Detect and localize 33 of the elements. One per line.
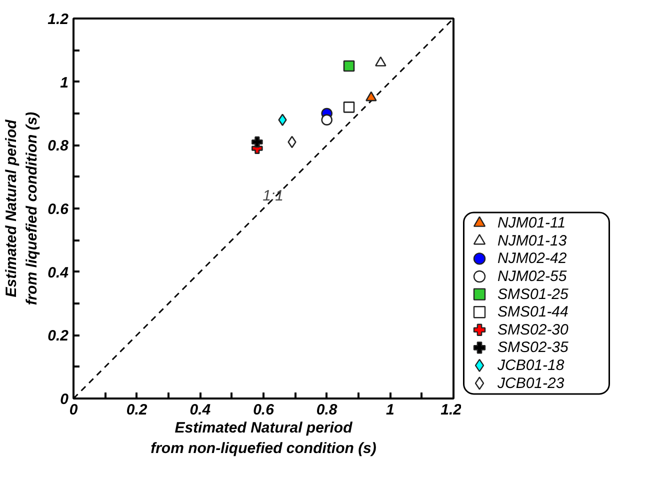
y-tick-label: 1.2 [48, 11, 70, 28]
x-tick-label: 1 [386, 402, 394, 418]
legend-label: SMS01-44 [498, 304, 568, 321]
x-tick-label: 0.8 [316, 402, 338, 418]
x-tick-label: 1.2 [440, 402, 462, 418]
x-axis-title: Estimated Natural period from non-liquefied condition (s) [150, 420, 376, 457]
y-tick-label: 0 [60, 391, 70, 408]
point [252, 136, 263, 148]
legend-label: SMS01-25 [498, 286, 570, 303]
point [321, 114, 332, 126]
point [343, 60, 355, 72]
x-tick-label: 0.2 [126, 402, 148, 418]
legend-label: JCB01-18 [496, 356, 565, 374]
legend-label: SMS02-30 [498, 321, 570, 338]
y-tick-label: 0.6 [48, 201, 70, 218]
annotation: 1:1 [262, 187, 284, 204]
y-tick-label: 1 [60, 74, 68, 92]
point [278, 114, 287, 126]
legend-label: NJM02-55 [498, 268, 568, 286]
point [366, 91, 377, 102]
y-tick-label: 0.2 [48, 328, 70, 345]
legend-label: JCB01-23 [496, 374, 565, 392]
y-tick-label: 0.4 [48, 264, 70, 282]
point [375, 56, 386, 66]
y-tick-label: 0.8 [48, 138, 70, 155]
x-tick-label: 0.6 [253, 402, 275, 418]
point [343, 102, 355, 113]
legend-label: NJM01-11 [498, 214, 566, 232]
legend-label: NJM01-13 [498, 232, 568, 250]
legend-label: NJM02-42 [498, 250, 568, 268]
y-axis-title: Estimated Natural period from liquefied condition (s) [3, 112, 41, 306]
legend-label: SMS02-35 [498, 339, 570, 356]
x-tick-label: 0.4 [190, 402, 212, 418]
